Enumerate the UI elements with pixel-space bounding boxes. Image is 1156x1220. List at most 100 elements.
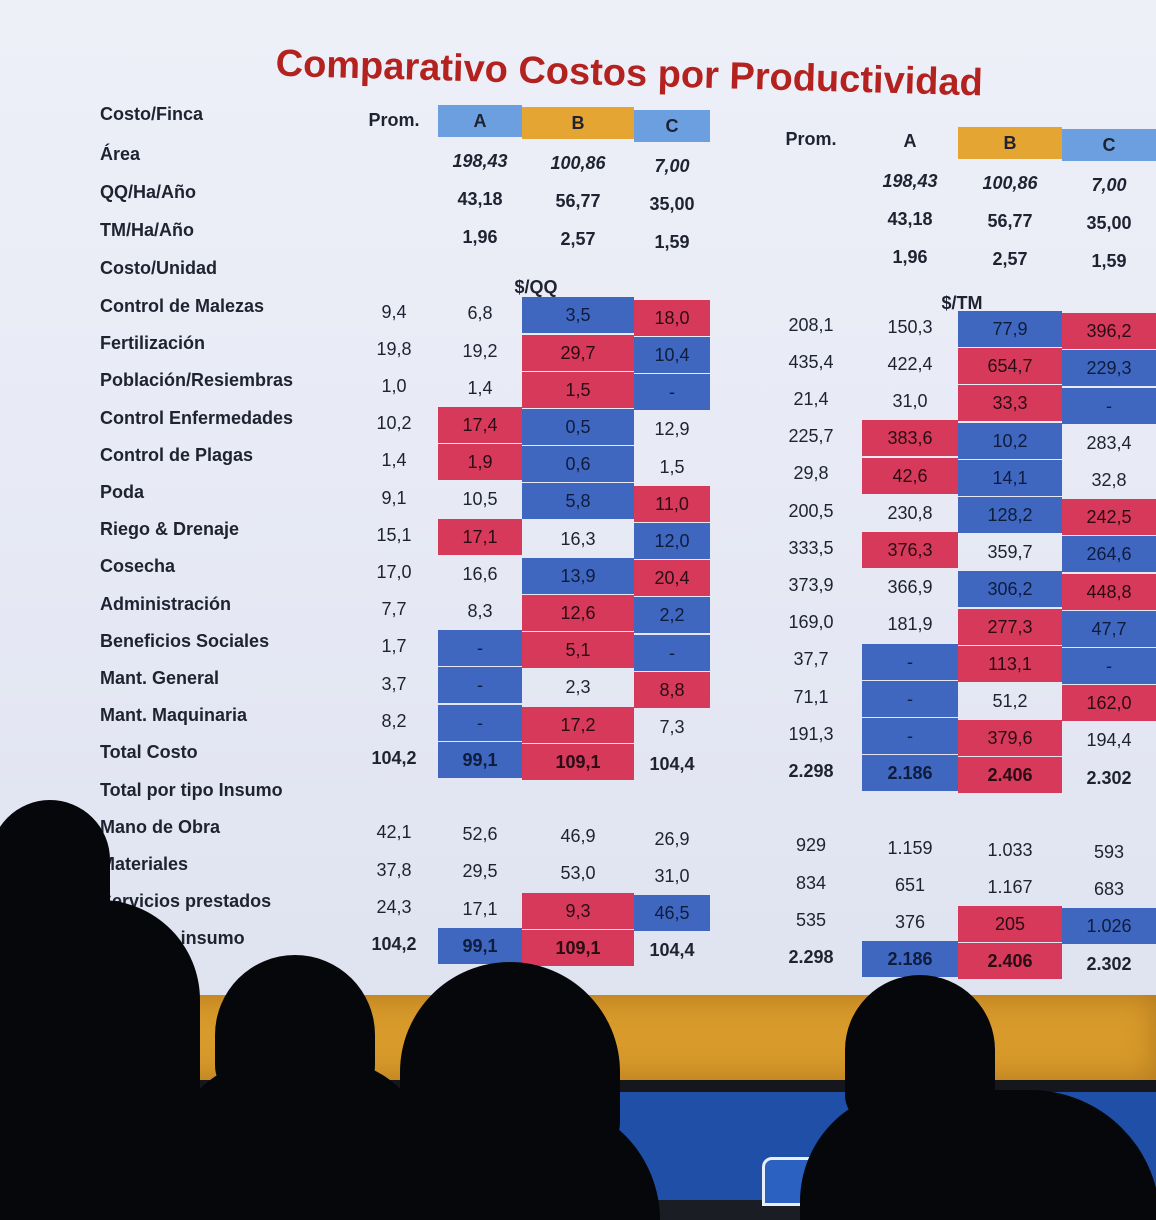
insumo-cell-qq: 29,5 [462, 861, 498, 882]
cost-cell-qq: 2,2 [634, 597, 710, 634]
insumo-cell-tm: 1.033 [987, 839, 1033, 860]
cost-row-label: Administración [100, 593, 232, 614]
header-prom-qq: Prom. [368, 109, 420, 130]
cost-cell-tm: 33,3 [958, 385, 1062, 422]
insumo-section-header: Total por tipo Insumo [100, 779, 283, 800]
cost-cell-tm: 14,1 [958, 459, 1062, 496]
cost-cell-qq: 3,7 [381, 673, 407, 694]
cost-cell-qq: 17,0 [376, 561, 412, 582]
cost-row-label: Mant. General [100, 668, 220, 688]
cost-cell-qq: 19,2 [462, 340, 498, 361]
cost-cell-qq: 8,2 [381, 710, 407, 731]
cost-row-label: Control de Plagas [100, 444, 254, 465]
cost-cell-tm: - [1062, 387, 1156, 424]
cost-cell-tm: 383,6 [862, 420, 958, 457]
header-costo-finca: Costo/Finca [100, 104, 204, 124]
insumo-cell-qq: 42,1 [376, 822, 412, 843]
cost-cell-tm: - [862, 643, 958, 680]
cost-cell-qq: 12,0 [634, 522, 710, 559]
cost-cell-tm: 150,3 [887, 316, 933, 337]
cost-cell-tm: 2.302 [1086, 767, 1132, 788]
projection-screen: Comparativo Costos por Productividad Cos… [0, 0, 1156, 1010]
cost-cell-tm: 435,4 [788, 351, 834, 372]
finca-stat-tm: 2,57 [992, 248, 1028, 269]
cost-cell-tm: 181,9 [887, 614, 933, 635]
cost-cell-tm: - [862, 718, 958, 754]
cost-cell-qq: 7,3 [659, 716, 685, 737]
audience-body [800, 1090, 1156, 1220]
cost-cell-qq: 16,3 [560, 528, 596, 549]
audience-body [0, 900, 200, 1220]
cost-cell-qq: 12,9 [654, 419, 690, 440]
cost-cell-qq: 15,1 [376, 524, 412, 545]
insumo-cell-qq: 46,5 [634, 894, 710, 931]
cost-cell-tm: 448,8 [1062, 573, 1156, 610]
insumo-cell-tm: 929 [795, 835, 827, 856]
insumo-cell-qq: 9,3 [522, 892, 634, 929]
cost-cell-qq: - [438, 704, 522, 741]
cost-cell-tm: 51,2 [992, 690, 1028, 711]
insumo-cell-tm: 2.302 [1086, 953, 1132, 974]
cost-cell-tm: 32,8 [1091, 470, 1127, 490]
insumo-cell-tm: 1.026 [1062, 908, 1156, 945]
insumo-cell-tm: 2.186 [862, 941, 958, 978]
cost-cell-tm: 128,2 [958, 496, 1062, 533]
cost-cell-qq: 9,1 [381, 487, 407, 508]
finca-stat-tm: 7,00 [1091, 175, 1127, 196]
insumo-cell-tm: 1.167 [987, 876, 1033, 897]
header-finca-a-tm: A [903, 130, 917, 151]
cost-cell-tm: 10,2 [958, 422, 1062, 459]
cost-cell-tm: 71,1 [793, 686, 829, 707]
unit-label-qq: $/QQ [514, 277, 558, 298]
header-prom-tm: Prom. [785, 128, 837, 149]
header-finca-b-tm: B [958, 126, 1062, 159]
insumo-row-label: Mano de Obra [100, 816, 221, 837]
finca-stat-tm: 1,59 [1091, 251, 1127, 272]
cost-cell-qq: 0,5 [522, 408, 634, 445]
cost-cell-qq: 109,1 [522, 743, 634, 780]
cost-cell-tm: 333,5 [788, 537, 834, 558]
cost-cell-tm: 169,0 [788, 612, 834, 633]
cost-comparison-table: Costo/Finca Prom. A B C Prom. B C A Área QQ/Ha/Año… [100, 104, 1156, 980]
finca-stat-qq: 1,59 [654, 231, 690, 252]
cost-cell-qq: 1,7 [381, 636, 407, 657]
cost-cell-qq: 1,5 [522, 371, 634, 408]
cost-cell-tm: 379,6 [958, 720, 1062, 757]
cost-cell-tm: 306,2 [958, 571, 1062, 608]
cost-cell-tm: - [862, 680, 958, 717]
cost-row-label: Cosecha [100, 556, 176, 577]
finca-stat-tm: 56,77 [987, 210, 1033, 231]
finca-stat-qq: 2,57 [560, 229, 596, 250]
cost-cell-qq: 8,8 [634, 671, 710, 708]
cost-cell-tm: 277,3 [958, 608, 1062, 645]
finca-stat-qq: 56,77 [555, 191, 601, 212]
cost-cell-qq: 17,1 [438, 518, 522, 555]
cost-cell-tm: 200,5 [788, 500, 834, 521]
insumo-cell-tm: 593 [1093, 842, 1125, 862]
insumo-cell-qq: 104,4 [649, 940, 695, 961]
insumo-cell-qq: 46,9 [560, 826, 596, 847]
cost-cell-qq: 6,8 [467, 303, 493, 324]
insumo-cell-qq: 52,6 [462, 824, 498, 845]
cost-cell-qq: 1,4 [381, 450, 407, 471]
cost-cell-tm: 162,0 [1062, 685, 1156, 722]
finca-stat-tm: 100,86 [982, 172, 1038, 193]
finca-stat-tm: 35,00 [1086, 213, 1132, 234]
cost-cell-tm: 225,7 [788, 426, 834, 447]
header-finca-b-qq: B [522, 107, 634, 140]
cost-cell-qq: 9,4 [381, 301, 407, 322]
cost-cell-qq: 12,6 [522, 594, 634, 631]
row-total-costo: Total Costo [100, 742, 198, 763]
cost-cell-qq: 17,4 [438, 407, 522, 444]
row-label: TM/Ha/Año [100, 220, 194, 240]
cost-cell-tm: 242,5 [1062, 499, 1156, 536]
cost-cell-qq: 10,5 [462, 489, 498, 510]
insumo-cell-tm: 535 [795, 909, 827, 930]
cost-cell-qq: 29,7 [522, 334, 634, 371]
insumo-cell-qq: 26,9 [654, 828, 690, 849]
cost-cell-tm: 2.298 [788, 760, 834, 781]
cost-cell-qq: - [438, 630, 522, 667]
insumo-cell-tm: 834 [795, 872, 827, 893]
row-label: Costo/Unidad [100, 258, 217, 278]
cost-cell-tm: 2.186 [862, 755, 958, 792]
